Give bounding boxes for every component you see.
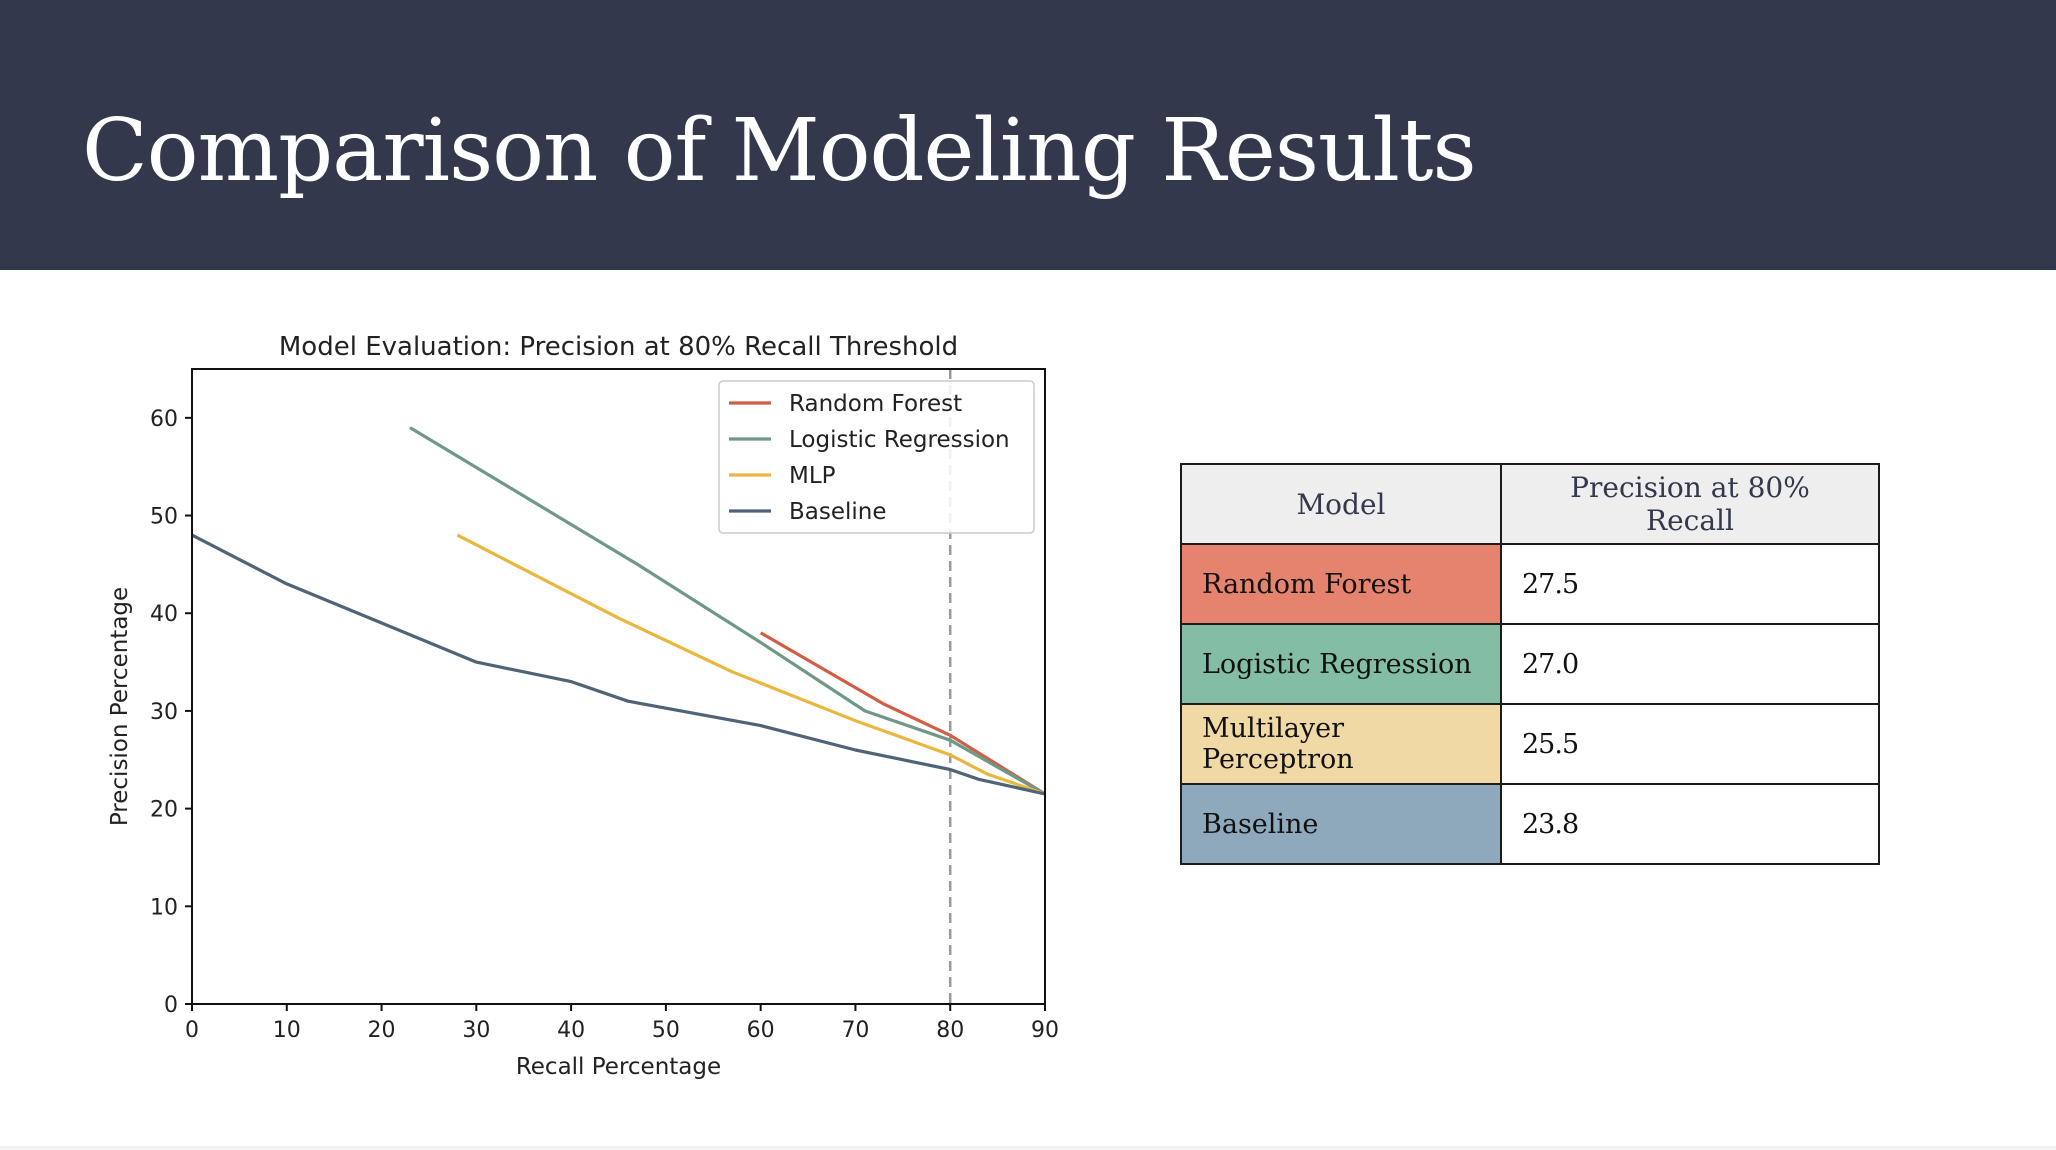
- row-value: 25.5: [1500, 703, 1880, 785]
- x-axis-label: Recall Percentage: [516, 1054, 721, 1080]
- plot-frame: [191, 368, 1046, 1005]
- slide-bottom-border: [0, 1146, 2056, 1150]
- row-model: Multilayer Perceptron: [1180, 703, 1502, 785]
- x-tick-label: 40: [557, 1018, 585, 1043]
- legend-box: [718, 380, 1035, 534]
- legend-label: Random Forest: [789, 391, 962, 417]
- series-line-baseline: [191, 533, 1046, 796]
- y-tick-label: 40: [150, 602, 178, 627]
- row-model: Random Forest: [1180, 543, 1502, 625]
- precision-recall-chart: Model Evaluation: Precision at 80% Recal…: [107, 332, 1059, 1080]
- results-table: Model Precision at 80% Recall Random For…: [1180, 463, 1880, 865]
- y-tick-label: 30: [150, 700, 178, 725]
- row-value: 23.8: [1500, 783, 1880, 865]
- header-model: Model: [1180, 463, 1502, 545]
- legend-label: MLP: [789, 463, 836, 489]
- slide-title: Comparison of Modeling Results: [82, 101, 1477, 201]
- y-axis-label: Precision Percentage: [107, 587, 133, 826]
- y-tick-label: 60: [150, 407, 178, 432]
- x-tick-label: 50: [652, 1018, 680, 1043]
- table-row: Random Forest 27.5: [1180, 543, 1880, 625]
- legend-label: Logistic Regression: [789, 427, 1010, 453]
- table-row: Multilayer Perceptron 25.5: [1180, 703, 1880, 785]
- x-tick-label: 20: [368, 1018, 396, 1043]
- row-model: Baseline: [1180, 783, 1502, 865]
- y-tick-label: 50: [150, 505, 178, 530]
- legend-label: Baseline: [789, 499, 887, 525]
- x-tick-label: 10: [273, 1018, 301, 1043]
- series-line-mlp: [456, 533, 1046, 796]
- header-precision: Precision at 80% Recall: [1500, 463, 1880, 545]
- table-row: Logistic Regression 27.0: [1180, 623, 1880, 705]
- x-tick-label: 90: [1031, 1018, 1059, 1043]
- y-tick-label: 20: [150, 798, 178, 823]
- y-tick-label: 0: [164, 993, 178, 1018]
- x-tick-label: 70: [841, 1018, 869, 1043]
- table-header-row: Model Precision at 80% Recall: [1180, 463, 1880, 545]
- series-line-random-forest: [759, 631, 1046, 796]
- y-tick-label: 10: [150, 895, 178, 920]
- chart-title: Model Evaluation: Precision at 80% Recal…: [279, 332, 958, 362]
- table-row: Baseline 23.8: [1180, 783, 1880, 865]
- x-tick-label: 0: [185, 1018, 199, 1043]
- x-tick-label: 80: [936, 1018, 964, 1043]
- x-tick-label: 30: [462, 1018, 490, 1043]
- chart-legend: Random Forest Logistic Regression MLP Basel…: [718, 380, 1035, 534]
- x-tick-label: 60: [747, 1018, 775, 1043]
- row-value: 27.0: [1500, 623, 1880, 705]
- title-bar: Comparison of Modeling Results: [0, 0, 2056, 270]
- row-value: 27.5: [1500, 543, 1880, 625]
- series-line-logistic-regression: [409, 426, 1046, 796]
- row-model: Logistic Regression: [1180, 623, 1502, 705]
